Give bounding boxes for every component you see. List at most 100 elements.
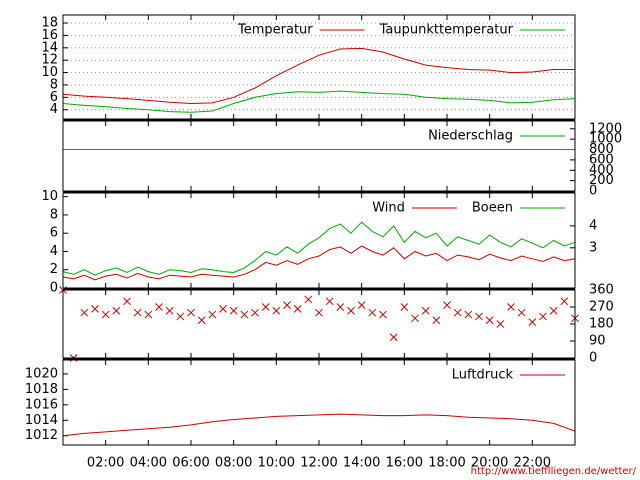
data-point bbox=[443, 301, 451, 309]
y-tick-label: 1014 bbox=[25, 413, 58, 428]
data-point bbox=[304, 295, 313, 304]
y-tick-label: 1012 bbox=[25, 428, 58, 443]
y-tick-label: 14 bbox=[41, 40, 58, 55]
data-point bbox=[368, 308, 377, 317]
data-point bbox=[400, 303, 409, 311]
data-point bbox=[549, 306, 558, 315]
data-point bbox=[240, 310, 249, 319]
data-point bbox=[347, 306, 355, 315]
data-line bbox=[62, 221, 576, 276]
data-point bbox=[539, 312, 547, 321]
footer-link: http://www.tiefflliegen.de/wetter/ bbox=[471, 466, 637, 477]
y-tick-label: 8 bbox=[50, 207, 58, 222]
legend-label: Taupunkttemperatur bbox=[379, 23, 514, 38]
data-point bbox=[357, 301, 366, 309]
data-point bbox=[176, 312, 185, 321]
y-tick-label: 2 bbox=[50, 262, 58, 277]
data-point bbox=[517, 308, 526, 317]
x-tick-label: 12:00 bbox=[300, 456, 337, 471]
y2-tick-label: 180 bbox=[589, 317, 614, 332]
x-tick-label: 02:00 bbox=[87, 456, 124, 471]
x-tick-label: 22:00 bbox=[514, 456, 551, 471]
y2-tick-label: 400 bbox=[589, 163, 614, 178]
y-tick-label: 10 bbox=[41, 189, 58, 204]
y-tick-label: 8 bbox=[50, 77, 58, 92]
legend-label: Niederschlag bbox=[428, 129, 513, 144]
data-point bbox=[464, 310, 473, 319]
legend-label: Wind bbox=[372, 201, 405, 216]
data-line bbox=[62, 90, 576, 113]
data-point bbox=[219, 305, 227, 313]
data-point bbox=[432, 316, 441, 325]
data-point bbox=[229, 306, 238, 315]
data-point bbox=[251, 308, 259, 317]
data-point bbox=[197, 316, 206, 325]
data-point bbox=[133, 308, 142, 317]
y-tick-label: 6 bbox=[50, 226, 58, 241]
data-point bbox=[315, 308, 323, 317]
x-tick-label: 08:00 bbox=[215, 456, 252, 471]
data-point bbox=[155, 303, 163, 311]
x-tick-label: 20:00 bbox=[471, 456, 508, 471]
x-tick-label: 06:00 bbox=[172, 456, 209, 471]
y2-tick-label: 600 bbox=[589, 152, 614, 167]
data-point bbox=[560, 297, 569, 306]
data-point bbox=[475, 312, 483, 321]
data-point bbox=[389, 333, 398, 342]
y2-tick-label: 360 bbox=[589, 283, 614, 298]
data-point bbox=[101, 310, 110, 319]
data-point bbox=[187, 308, 195, 317]
data-point bbox=[91, 305, 99, 313]
y-tick-label: 1020 bbox=[25, 366, 58, 381]
y2-tick-label: 3 bbox=[589, 240, 597, 255]
y-tick-label: 12 bbox=[41, 53, 58, 68]
data-point bbox=[528, 318, 537, 326]
y-tick-label: 0 bbox=[50, 281, 58, 296]
data-point bbox=[208, 310, 217, 319]
data-point bbox=[112, 306, 121, 315]
data-point bbox=[123, 297, 131, 306]
legend-label: Luftdruck bbox=[452, 368, 514, 383]
y2-tick-label: 200 bbox=[589, 173, 614, 188]
data-point bbox=[411, 314, 419, 323]
y2-tick-label: 270 bbox=[589, 300, 614, 315]
x-tick-label: 18:00 bbox=[428, 456, 465, 471]
data-point bbox=[336, 303, 345, 311]
x-tick-label: 10:00 bbox=[258, 456, 295, 471]
y-tick-label: 1016 bbox=[25, 397, 58, 412]
y-tick-label: 6 bbox=[50, 90, 58, 105]
y2-tick-label: 90 bbox=[589, 334, 606, 349]
data-point bbox=[325, 297, 334, 306]
y2-tick-label: 800 bbox=[589, 142, 614, 157]
data-point bbox=[453, 308, 462, 317]
data-point bbox=[485, 316, 494, 325]
data-point bbox=[379, 310, 387, 319]
data-point bbox=[421, 306, 430, 315]
y2-tick-label: 4 bbox=[589, 218, 597, 233]
y-tick-label: 4 bbox=[50, 244, 58, 259]
data-line bbox=[62, 47, 575, 105]
y-tick-label: 10 bbox=[41, 65, 58, 80]
legend-label: Temperatur bbox=[237, 23, 313, 38]
x-tick-label: 16:00 bbox=[386, 456, 423, 471]
y-tick-label: 18 bbox=[41, 16, 58, 31]
data-point bbox=[293, 305, 302, 313]
y-tick-label: 4 bbox=[50, 102, 58, 117]
x-tick-label: 04:00 bbox=[130, 456, 167, 471]
y2-tick-label: 0 bbox=[589, 351, 597, 366]
data-point bbox=[165, 306, 174, 315]
y-tick-label: 16 bbox=[41, 28, 58, 43]
data-point bbox=[272, 306, 281, 315]
data-point bbox=[496, 320, 505, 328]
data-point bbox=[261, 303, 270, 311]
data-line bbox=[62, 413, 576, 437]
data-point bbox=[144, 310, 153, 319]
data-line bbox=[62, 245, 576, 281]
x-tick-label: 14:00 bbox=[343, 456, 380, 471]
y2-tick-label: 1200 bbox=[589, 121, 622, 136]
data-point bbox=[283, 301, 291, 309]
panel-frame bbox=[62, 289, 576, 359]
y2-tick-label: 1000 bbox=[589, 132, 622, 147]
data-point bbox=[80, 308, 89, 317]
